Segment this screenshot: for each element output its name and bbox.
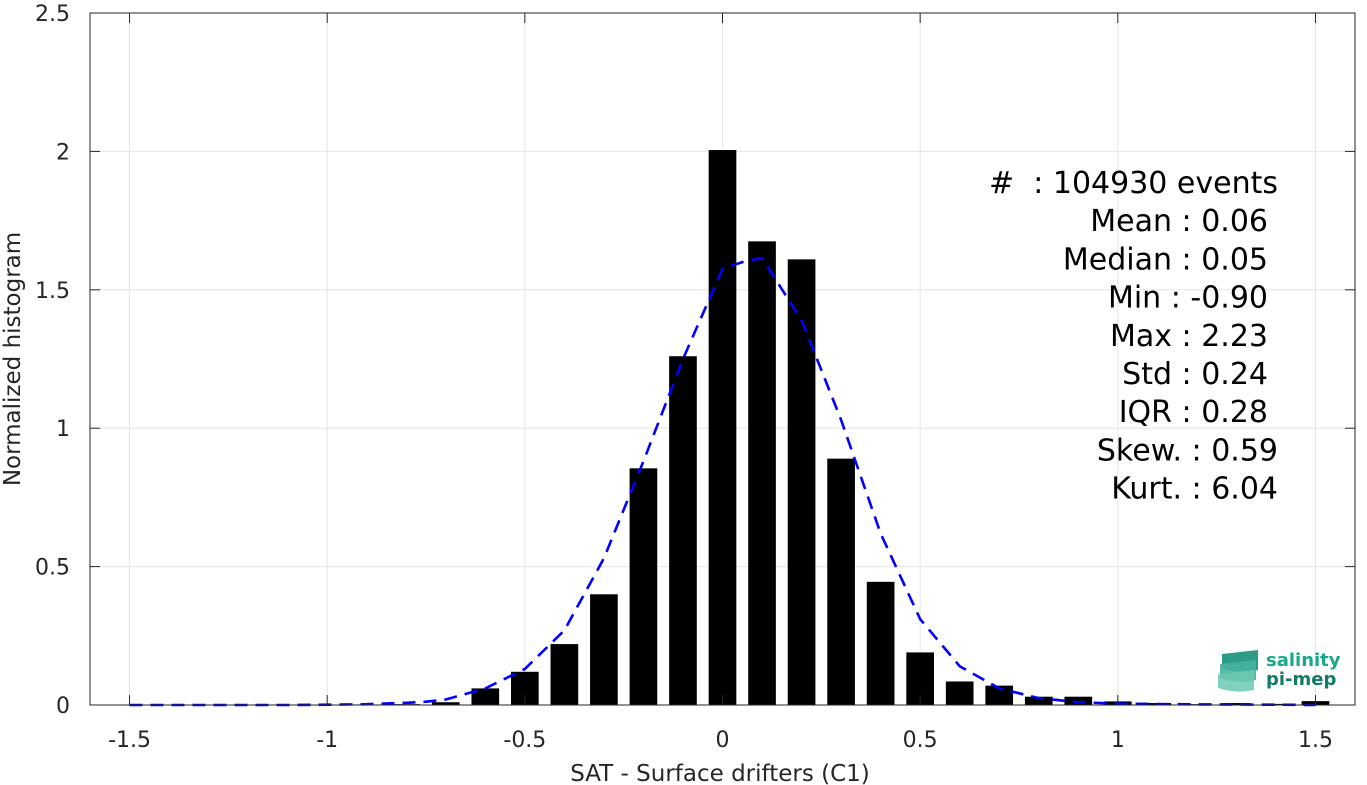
histogram-bar [590, 594, 618, 705]
histogram-bar [866, 581, 895, 705]
x-tick-labels: -1.5 -1 -0.5 0 0.5 1 1.5 [108, 728, 1333, 753]
stats-line: Median : 0.05 [1063, 242, 1268, 277]
stats-line: Max : 2.23 [1110, 319, 1268, 354]
y-tick-label: 0.5 [35, 556, 70, 581]
logo-line2: pi-mep [1266, 669, 1336, 690]
histogram-bar [471, 688, 500, 705]
x-tick-label: 1.5 [1298, 728, 1333, 753]
y-tick-label: 0 [56, 694, 70, 719]
histogram-bar [985, 685, 1014, 705]
x-tick-label: 1 [1111, 728, 1125, 753]
logo-wave-icon [1218, 650, 1258, 692]
histogram-bar [945, 681, 974, 705]
fit-curve [129, 256, 1316, 707]
stats-line: Std : 0.24 [1122, 357, 1268, 392]
x-tick-label: -0.5 [503, 728, 546, 753]
x-axis-label: SAT - Surface drifters (C1) [570, 761, 870, 785]
histogram-bar [1222, 703, 1251, 705]
x-tick-label: -1.5 [108, 728, 151, 753]
histogram-bar [629, 468, 658, 705]
histogram-bar [787, 259, 816, 705]
salinity-pimep-logo: salinity pi-mep [1218, 650, 1341, 692]
stats-line: Skew. : 0.59 [1097, 433, 1278, 468]
histogram-bar [550, 644, 579, 705]
stats-line: # : 104930 events [989, 166, 1278, 201]
stats-line: IQR : 0.28 [1119, 395, 1268, 430]
axis-ticks [90, 12, 1355, 706]
x-tick-label: 0 [716, 728, 730, 753]
histogram-bar [708, 150, 737, 706]
x-tick-label: -1 [316, 728, 338, 753]
y-tick-label: 2 [56, 140, 70, 165]
stats-line: Mean : 0.06 [1090, 204, 1268, 239]
y-tick-label: 1.5 [35, 279, 70, 304]
logo-line1: salinity [1266, 650, 1341, 671]
histogram-bar [669, 356, 697, 705]
histogram-bar [431, 702, 460, 705]
histogram-bar [1262, 703, 1290, 705]
y-tick-label: 2.5 [35, 2, 70, 27]
y-tick-label: 1 [56, 417, 70, 442]
histogram-bar [1024, 696, 1053, 705]
histogram-bar [1064, 696, 1093, 705]
y-tick-labels: 0 0.5 1 1.5 2 2.5 [35, 2, 70, 719]
histogram-bars [352, 150, 1330, 706]
y-axis-label: Normalized histogram [0, 232, 26, 486]
histogram-bar [827, 458, 855, 705]
histogram-bar [748, 241, 776, 706]
x-tick-label: 0.5 [903, 728, 938, 753]
stats-line: Min : -0.90 [1108, 281, 1268, 316]
stats-line: Kurt. : 6.04 [1111, 472, 1278, 507]
